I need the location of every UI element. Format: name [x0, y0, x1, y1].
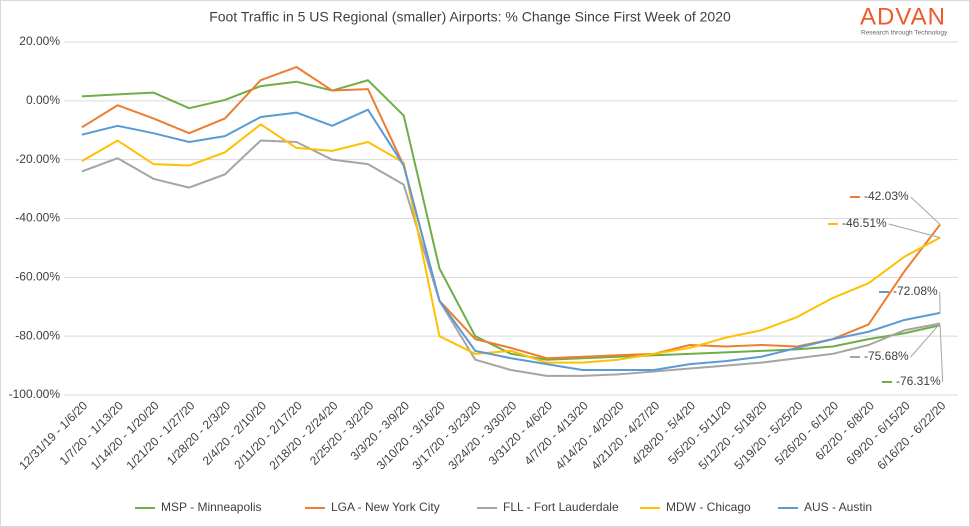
legend-label: MDW - Chicago	[666, 500, 751, 514]
legend-label: FLL - Fort Lauderdale	[503, 500, 619, 514]
logo-tagline: Research through Technology	[861, 30, 948, 37]
data-label: -46.51%	[842, 216, 887, 230]
data-label: -75.68%	[864, 349, 909, 363]
y-tick-label: -40.00%	[15, 211, 60, 225]
y-tick-label: -20.00%	[15, 152, 60, 166]
y-tick-label: 20.00%	[19, 34, 60, 48]
series-line	[81, 79, 941, 361]
series-line	[81, 123, 941, 364]
legend-label: LGA - New York City	[331, 500, 440, 514]
chart-title: Foot Traffic in 5 US Regional (smaller) …	[209, 9, 731, 25]
series-line	[81, 66, 941, 360]
data-label: -76.31%	[896, 374, 941, 388]
data-label: -42.03%	[864, 189, 909, 203]
label-leader	[888, 223, 941, 239]
legend-label: MSP - Minneapolis	[161, 500, 262, 514]
label-leader	[910, 323, 941, 358]
y-tick-label: 0.00%	[26, 93, 60, 107]
series-line	[81, 108, 941, 371]
y-tick-label: -80.00%	[15, 328, 60, 342]
series-line	[81, 139, 941, 377]
logo: ADVAN	[860, 3, 946, 30]
label-leader	[910, 196, 941, 225]
data-label: -72.08%	[893, 284, 938, 298]
y-tick-label: -100.00%	[9, 387, 61, 401]
y-tick-label: -60.00%	[15, 270, 60, 284]
label-leader	[939, 325, 944, 383]
legend-label: AUS - Austin	[804, 500, 872, 514]
